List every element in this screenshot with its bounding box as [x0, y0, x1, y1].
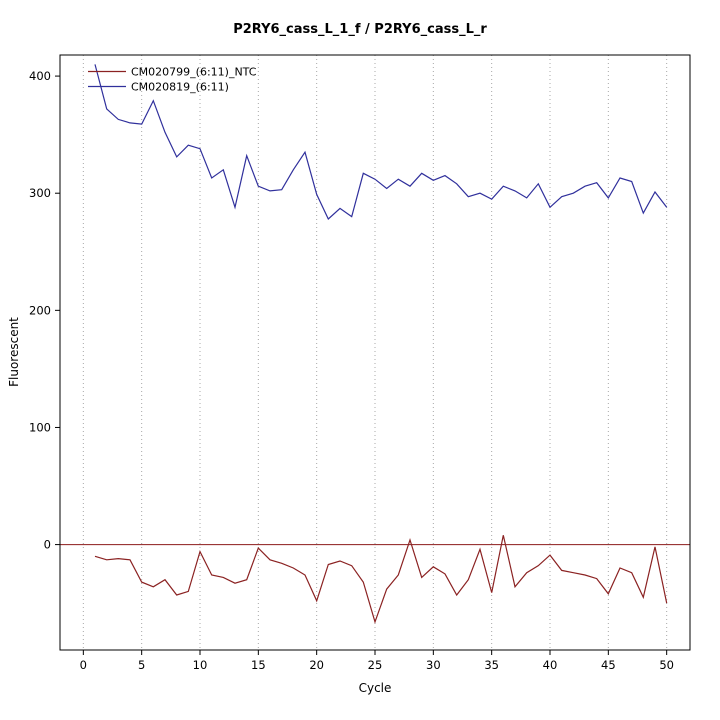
x-axis-label: Cycle [359, 681, 392, 695]
chart-title: P2RY6_cass_L_1_f / P2RY6_cass_L_r [233, 22, 487, 37]
legend-label-sample: CM020819_(6:11) [131, 81, 229, 94]
legend-label-ntc: CM020799_(6:11)_NTC [131, 66, 257, 79]
svg-text:0: 0 [80, 658, 87, 672]
svg-text:50: 50 [659, 658, 674, 672]
svg-text:20: 20 [309, 658, 324, 672]
svg-text:45: 45 [601, 658, 616, 672]
axis-ticks: 0 5 10 15 20 25 30 35 40 45 50 0 100 200 300 400 [29, 69, 674, 672]
svg-text:0: 0 [44, 538, 51, 552]
svg-text:100: 100 [29, 420, 51, 434]
svg-text:25: 25 [368, 658, 383, 672]
svg-text:10: 10 [193, 658, 208, 672]
svg-text:30: 30 [426, 658, 441, 672]
svg-text:5: 5 [138, 658, 145, 672]
svg-text:15: 15 [251, 658, 266, 672]
plot-border [59, 54, 691, 651]
svg-text:40: 40 [543, 658, 558, 672]
svg-text:35: 35 [484, 658, 499, 672]
series-lines [60, 64, 690, 624]
svg-text:200: 200 [29, 303, 51, 317]
legend: CM020799_(6:11)_NTC CM020819_(6:11) [88, 66, 257, 94]
svg-text:300: 300 [29, 186, 51, 200]
svg-text:400: 400 [29, 69, 51, 83]
y-axis-label: Fluorescent [7, 317, 21, 387]
